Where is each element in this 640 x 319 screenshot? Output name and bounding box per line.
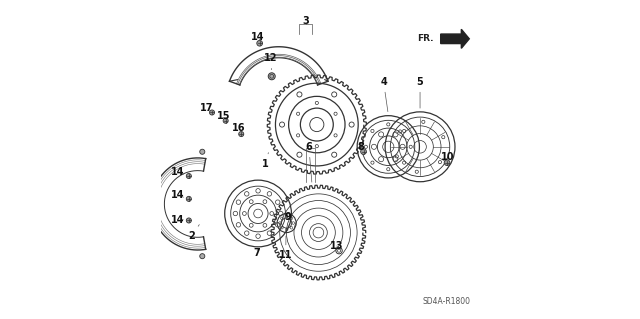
Text: 2: 2	[188, 225, 199, 241]
Circle shape	[186, 218, 191, 223]
Text: 3: 3	[302, 16, 309, 26]
Text: 17: 17	[200, 103, 213, 113]
Circle shape	[239, 131, 244, 137]
Circle shape	[200, 149, 205, 154]
Circle shape	[186, 196, 191, 201]
Polygon shape	[441, 29, 469, 48]
Text: 14: 14	[172, 167, 185, 177]
Text: 10: 10	[440, 152, 454, 162]
Text: 11: 11	[279, 236, 292, 260]
Text: 16: 16	[232, 123, 246, 133]
Circle shape	[200, 254, 205, 259]
Text: FR.: FR.	[417, 34, 434, 43]
Circle shape	[209, 110, 214, 115]
Circle shape	[186, 174, 191, 179]
Text: SD4A-R1800: SD4A-R1800	[423, 297, 471, 306]
Text: 6: 6	[305, 142, 312, 182]
Text: 8: 8	[357, 142, 364, 152]
Circle shape	[444, 160, 450, 166]
Circle shape	[257, 41, 262, 46]
Text: 13: 13	[330, 241, 344, 251]
Circle shape	[223, 118, 228, 123]
Circle shape	[268, 73, 275, 80]
Text: 14: 14	[251, 32, 264, 42]
Text: 4: 4	[380, 77, 388, 112]
Text: 5: 5	[417, 77, 424, 108]
Text: 1: 1	[262, 153, 268, 169]
Text: 15: 15	[217, 111, 230, 121]
Text: 7: 7	[253, 248, 260, 258]
Text: 14: 14	[172, 190, 185, 200]
Text: 14: 14	[172, 215, 185, 225]
Circle shape	[361, 149, 366, 154]
Text: 9: 9	[284, 212, 291, 222]
Text: 12: 12	[264, 53, 277, 70]
